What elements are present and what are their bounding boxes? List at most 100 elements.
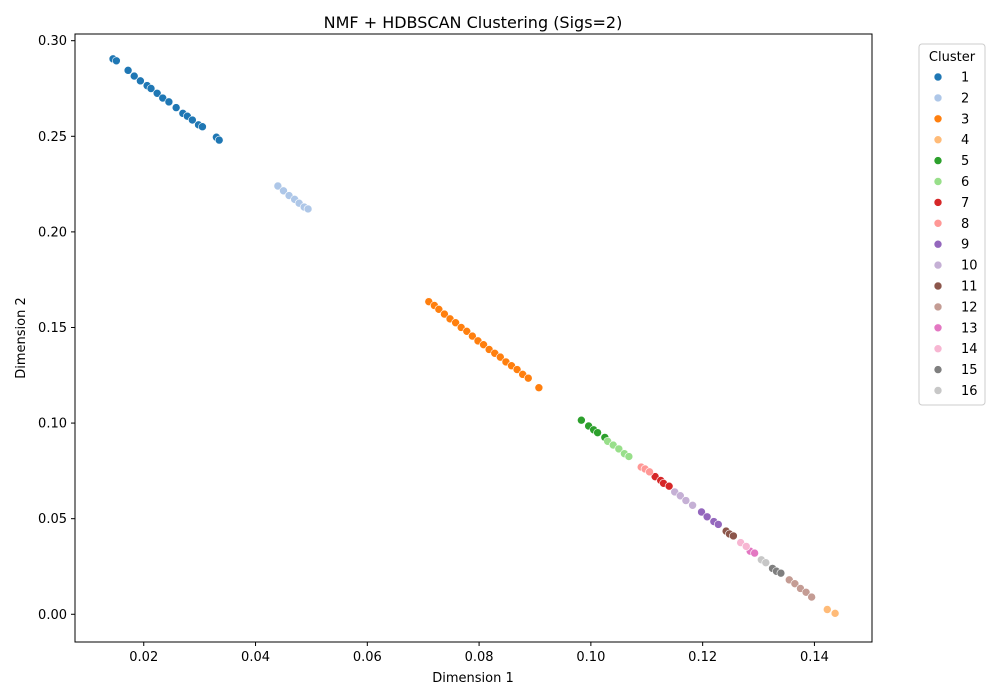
x-tick-label: 0.12	[688, 650, 717, 665]
chart-title: NMF + HDBSCAN Clustering (Sigs=2)	[324, 13, 623, 32]
y-tick-label: 0.00	[38, 608, 67, 623]
data-point-cluster-4	[830, 609, 840, 618]
legend-marker-cluster-8	[933, 219, 943, 228]
data-point-cluster-1	[188, 115, 197, 125]
data-point-cluster-2	[303, 204, 313, 214]
data-point-cluster-1	[214, 135, 224, 145]
data-point-cluster-9	[713, 520, 723, 529]
legend-box	[918, 43, 986, 406]
y-tick-label: 0.25	[38, 130, 67, 145]
legend-marker-cluster-2	[933, 93, 943, 103]
data-point-cluster-4	[822, 605, 832, 614]
data-point-cluster-11	[729, 531, 738, 541]
legend-label-cluster-13: 13	[961, 321, 978, 336]
legend-label-cluster-1: 1	[961, 71, 969, 86]
data-point-cluster-3	[534, 383, 544, 393]
y-tick-label: 0.30	[38, 34, 67, 49]
data-point-cluster-10	[675, 491, 685, 501]
data-point-cluster-12	[807, 592, 816, 602]
data-point-cluster-9	[702, 512, 712, 522]
legend-marker-cluster-9	[933, 239, 943, 249]
y-axis-label: Dimension 2	[14, 297, 29, 379]
legend-label-cluster-12: 12	[961, 300, 978, 315]
legend-label-cluster-5: 5	[961, 154, 969, 169]
data-point-cluster-10	[681, 496, 691, 505]
data-point-cluster-1	[198, 122, 207, 132]
data-point-cluster-3	[479, 340, 488, 349]
data-point-cluster-3	[462, 327, 472, 336]
y-tick-label: 0.05	[38, 512, 67, 527]
data-point-cluster-1	[152, 88, 162, 98]
x-tick-label: 0.06	[353, 650, 382, 665]
data-point-cluster-1	[146, 84, 156, 93]
legend-label-cluster-4: 4	[961, 133, 969, 148]
x-tick-label: 0.08	[465, 650, 494, 665]
data-point-cluster-2	[279, 186, 288, 196]
legend-marker-cluster-11	[933, 281, 943, 291]
legend-marker-cluster-6	[933, 177, 943, 186]
data-point-cluster-3	[434, 305, 444, 314]
data-point-cluster-3	[451, 318, 460, 328]
x-tick-label: 0.02	[129, 650, 158, 665]
legend-marker-cluster-5	[933, 156, 943, 165]
data-point-cluster-1	[112, 56, 121, 66]
legend-label-cluster-2: 2	[961, 91, 969, 106]
y-tick-label: 0.10	[38, 417, 67, 432]
plot-frame	[74, 33, 873, 643]
data-point-cluster-2	[273, 181, 283, 191]
y-tick-label: 0.15	[38, 321, 67, 336]
legend-label-cluster-7: 7	[961, 196, 969, 211]
data-point-cluster-1	[129, 71, 139, 81]
data-point-cluster-1	[136, 76, 145, 86]
data-point-cluster-3	[496, 352, 505, 362]
legend-marker-cluster-12	[933, 302, 943, 312]
legend-marker-cluster-3	[933, 114, 943, 124]
x-tick-label: 0.10	[576, 650, 605, 665]
data-point-cluster-5	[577, 415, 586, 425]
legend-label-cluster-3: 3	[961, 112, 969, 127]
legend-label-cluster-11: 11	[961, 280, 978, 295]
data-point-cluster-9	[697, 507, 706, 517]
legend-marker-cluster-13	[933, 323, 943, 333]
legend-label-cluster-10: 10	[961, 259, 978, 274]
data-point-cluster-12	[801, 587, 811, 597]
legend-label-cluster-15: 15	[961, 363, 978, 378]
points-layer	[108, 54, 840, 618]
legend-marker-cluster-7	[933, 198, 943, 207]
data-point-cluster-14	[741, 542, 751, 551]
x-tick-label: 0.14	[800, 650, 829, 665]
data-point-cluster-5	[593, 428, 602, 437]
legend-marker-cluster-15	[933, 365, 943, 374]
data-point-cluster-3	[468, 331, 477, 341]
data-point-cluster-13	[750, 548, 759, 558]
data-point-cluster-3	[440, 309, 449, 319]
legend-label-cluster-8: 8	[961, 217, 969, 232]
legend-marker-cluster-16	[933, 386, 943, 395]
legend-marker-cluster-10	[933, 260, 943, 270]
data-point-cluster-6	[624, 452, 634, 461]
legend-marker-cluster-1	[933, 72, 943, 82]
legend-marker-cluster-4	[933, 135, 943, 144]
x-axis-label: Dimension 1	[432, 671, 514, 686]
data-point-cluster-1	[164, 97, 174, 107]
data-point-cluster-3	[523, 373, 533, 383]
data-point-cluster-15	[776, 568, 786, 578]
legend-label-cluster-16: 16	[961, 384, 978, 399]
data-point-cluster-12	[790, 579, 800, 588]
x-axis: 0.02 0.04 0.06 0.08 0.10 0.12 0.14	[129, 642, 829, 665]
data-point-cluster-6	[614, 444, 624, 454]
y-axis: 0.00 0.05 0.10 0.15 0.20 0.25 0.30	[38, 34, 75, 623]
y-tick-label: 0.20	[38, 225, 67, 240]
data-point-cluster-3	[512, 365, 522, 374]
data-point-cluster-7	[664, 481, 674, 491]
data-point-cluster-10	[688, 500, 697, 510]
data-point-cluster-1	[171, 103, 181, 112]
legend-marker-cluster-14	[933, 344, 943, 354]
data-point-cluster-8	[645, 467, 654, 477]
data-point-cluster-16	[761, 558, 771, 567]
data-point-cluster-1	[158, 93, 168, 103]
legend-title: Cluster	[929, 50, 976, 65]
